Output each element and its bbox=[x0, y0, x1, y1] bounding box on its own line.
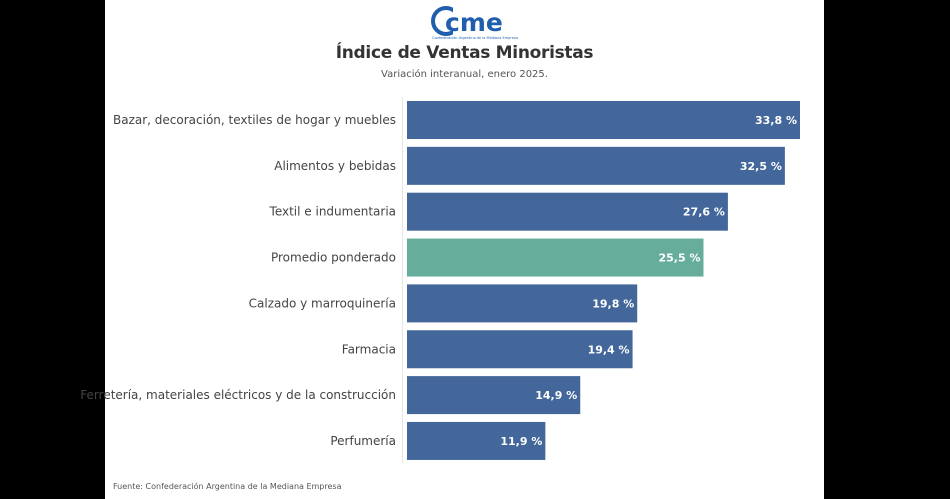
category-label: Ferretería, materiales eléctricos y de l… bbox=[80, 388, 396, 402]
value-label: 19,8 % bbox=[592, 297, 634, 310]
category-label: Bazar, decoración, textiles de hogar y m… bbox=[113, 113, 396, 127]
chart-subtitle: Variación interanual, enero 2025. bbox=[381, 69, 548, 80]
category-label: Farmacia bbox=[342, 342, 396, 356]
value-label: 19,4 % bbox=[588, 343, 630, 356]
value-label: 11,9 % bbox=[500, 435, 542, 448]
bar bbox=[407, 238, 704, 277]
category-label: Textil e indumentaria bbox=[269, 205, 396, 219]
category-label: Calzado y marroquinería bbox=[249, 296, 396, 310]
bar bbox=[407, 192, 728, 231]
chart-title: Índice de Ventas Minoristas bbox=[335, 43, 594, 63]
category-label: Promedio ponderado bbox=[271, 251, 396, 265]
logo-subtitle: Confederación Argentina de la Mediana Em… bbox=[432, 36, 518, 40]
value-label: 14,9 % bbox=[535, 389, 577, 402]
category-label: Alimentos y bebidas bbox=[274, 159, 396, 173]
source-note: Fuente: Confederación Argentina de la Me… bbox=[113, 482, 342, 491]
came-logo: cme bbox=[431, 6, 503, 37]
category-label: Perfumería bbox=[330, 434, 396, 448]
bar bbox=[407, 146, 785, 185]
logo-text: cme bbox=[445, 8, 503, 37]
value-label: 25,5 % bbox=[658, 252, 700, 265]
bar bbox=[407, 421, 546, 460]
bar bbox=[407, 376, 581, 415]
bar bbox=[407, 330, 633, 369]
value-label: 33,8 % bbox=[755, 114, 797, 127]
bar bbox=[407, 101, 800, 139]
value-label: 27,6 % bbox=[683, 206, 725, 219]
value-label: 32,5 % bbox=[740, 160, 782, 173]
bar bbox=[407, 284, 638, 323]
